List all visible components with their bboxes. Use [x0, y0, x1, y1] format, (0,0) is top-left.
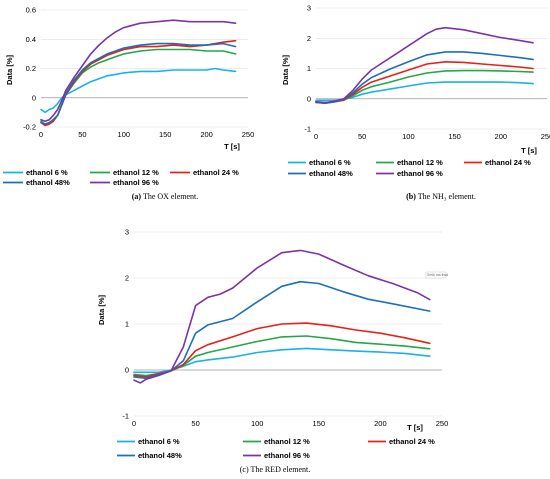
- y-tick-label: 0: [125, 366, 129, 375]
- y-tick-label: 1: [307, 64, 311, 73]
- y-tick-label: -1: [122, 412, 129, 421]
- x-axis-label: T [s]: [521, 146, 537, 155]
- legend-label-2: ethanol 24 %: [389, 437, 435, 446]
- caption-label: (b): [406, 192, 416, 201]
- y-tick-label: 0: [32, 93, 36, 102]
- series-line-0: [40, 67, 237, 114]
- legend-label-0: ethanol 6 %: [138, 437, 180, 446]
- x-tick-label: 200: [495, 132, 508, 141]
- x-tick-label: 150: [313, 419, 326, 428]
- series-line-3: [315, 51, 534, 105]
- x-tick-label: 50: [358, 132, 366, 141]
- legend-label-3: ethanol 48%: [309, 169, 353, 178]
- annotation-text: Smlk ma thsd: [427, 273, 448, 277]
- series-line-0: [133, 347, 431, 374]
- y-tick-label: 1: [125, 320, 129, 329]
- x-tick-label: 50: [191, 419, 199, 428]
- caption-text: (c) The RED element.: [240, 465, 311, 474]
- legend-label-0: ethanol 6 %: [309, 158, 351, 167]
- y-tick-label: 0: [307, 94, 311, 103]
- x-tick-label: 250: [436, 419, 449, 428]
- legend-label-4: ethanol 96 %: [397, 169, 443, 178]
- series-line-4: [315, 26, 534, 104]
- legend-label-3: ethanol 48%: [138, 451, 182, 460]
- y-tick-label: 0.2: [26, 64, 36, 73]
- y-tick-label: 0.4: [26, 35, 36, 44]
- x-tick-label: 200: [200, 130, 213, 139]
- x-tick-label: 100: [118, 130, 131, 139]
- y-axis-label: Data [%]: [5, 55, 14, 86]
- legend-label-3: ethanol 48%: [26, 178, 70, 187]
- x-tick-label: 150: [159, 130, 172, 139]
- figure-caption: (c) The RED element.: [240, 465, 311, 474]
- x-tick-label: 50: [78, 130, 86, 139]
- x-tick-label: 250: [541, 132, 550, 141]
- series-line-4: [40, 19, 237, 122]
- y-tick-label: -0.2: [23, 123, 36, 132]
- legend-label-2: ethanol 24 %: [485, 158, 531, 167]
- caption-text: The NH₃ element.: [418, 192, 476, 201]
- y-tick-label: 0.6: [26, 6, 36, 15]
- series-line-3: [133, 280, 431, 380]
- x-tick-label: 100: [402, 132, 415, 141]
- x-axis-label: T [s]: [407, 423, 423, 432]
- x-tick-label: 150: [448, 132, 461, 141]
- y-tick-label: 2: [125, 274, 129, 283]
- legend-label-2: ethanol 24 %: [193, 168, 239, 177]
- x-tick-label: 0: [39, 130, 43, 139]
- caption-label: (a): [132, 192, 142, 201]
- x-tick-label: 0: [132, 419, 136, 428]
- x-tick-label: 250: [242, 130, 255, 139]
- figure-caption: (a) The OX element.: [132, 192, 199, 201]
- series-line-4: [133, 249, 431, 384]
- y-axis-label: Data [%]: [281, 55, 290, 86]
- legend-label-4: ethanol 96 %: [113, 178, 159, 187]
- series-line-3: [40, 42, 237, 125]
- x-tick-label: 200: [374, 419, 387, 428]
- y-tick-label: -1: [304, 125, 311, 134]
- figure-caption: (b) The NH₃ element.: [406, 192, 476, 201]
- legend-label-4: ethanol 96 %: [264, 451, 310, 460]
- y-tick-label: 3: [125, 228, 129, 237]
- caption-text: The OX element.: [143, 192, 198, 201]
- y-tick-label: 2: [307, 34, 311, 43]
- legend-label-1: ethanol 12 %: [397, 158, 443, 167]
- x-tick-label: 0: [314, 132, 318, 141]
- x-tick-label: 100: [251, 419, 264, 428]
- annotation-box: [425, 271, 447, 279]
- x-axis-label: T [s]: [224, 142, 240, 151]
- y-tick-label: 3: [307, 4, 311, 13]
- legend-label-1: ethanol 12 %: [264, 437, 310, 446]
- y-axis-label: Data [%]: [97, 295, 106, 326]
- legend-label-1: ethanol 12 %: [113, 168, 159, 177]
- legend-label-0: ethanol 6 %: [26, 168, 68, 177]
